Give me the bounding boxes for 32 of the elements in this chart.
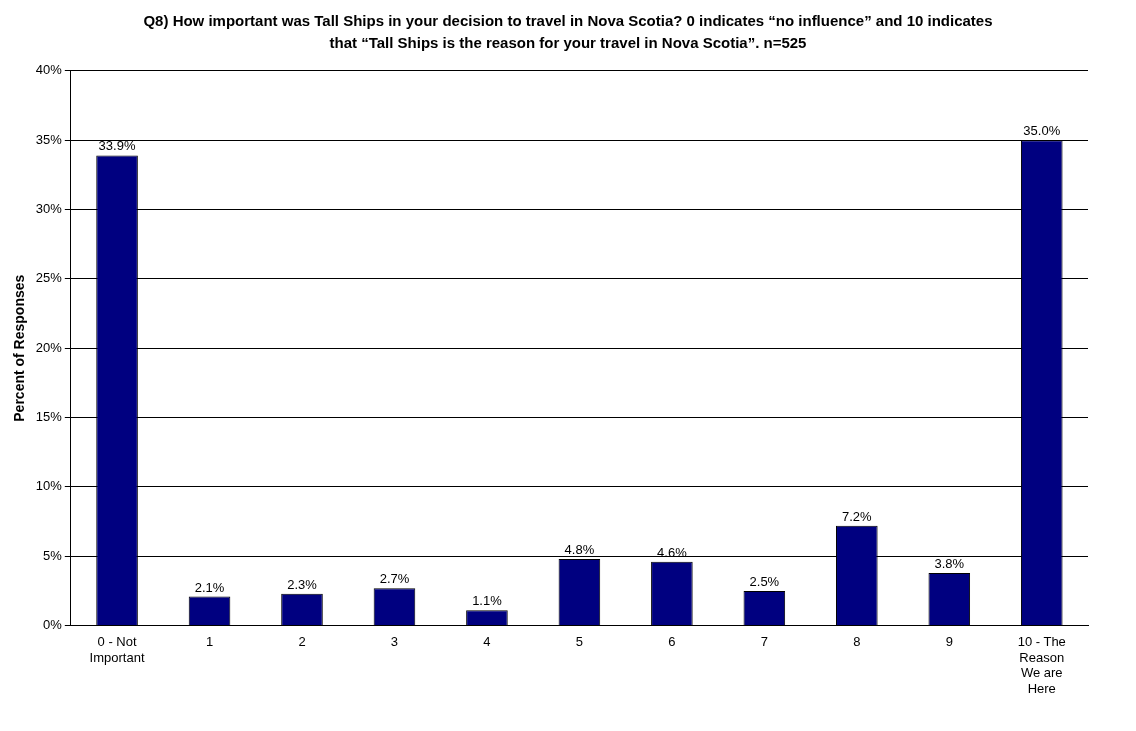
y-tick-label: 0%: [43, 617, 63, 633]
x-tick-label: 0 - Not Important: [89, 633, 145, 665]
data-label: 2.5%: [749, 574, 780, 589]
x-tick-label: 3: [390, 633, 399, 649]
y-tick-label: 35%: [35, 131, 63, 147]
y-tick-label: 5%: [43, 547, 63, 563]
x-tick-label: 9: [945, 633, 953, 649]
x-tick-label: 4: [483, 633, 491, 649]
x-tick-label: 2: [298, 633, 306, 649]
data-label: 3.8%: [934, 555, 965, 571]
x-tick-label: 10 - The Reason We are Here: [1017, 633, 1066, 696]
data-label: 7.2%: [842, 508, 873, 524]
x-tick-label: 5: [575, 633, 584, 649]
x-tick-label: 7: [760, 633, 768, 649]
data-label: 33.9%: [98, 138, 136, 154]
data-label: 4.8%: [564, 542, 595, 558]
x-tick-label: 1: [205, 633, 214, 649]
y-tick-label: 40%: [35, 62, 63, 78]
data-label: 35.0%: [1023, 123, 1061, 139]
chart-title: Q8) How important was Tall Ships in your decision to travel in Nova Scotia? 0 indicates “no influence” and 10 indicates that “Tall Ships is the reason for your travel in Nova Scotia”. n=525: [142, 11, 994, 53]
data-label: 2.3%: [287, 576, 318, 592]
y-axis-title: Percent of Responses: [11, 274, 28, 422]
data-label: 2.1%: [194, 579, 225, 595]
y-tick-label: 25%: [35, 270, 63, 286]
y-tick-label: 30%: [35, 201, 63, 217]
y-tick-label: 15%: [35, 409, 63, 425]
x-tick-label: 8: [853, 633, 861, 649]
data-label: 1.1%: [472, 593, 503, 609]
x-tick-label: 6: [668, 633, 676, 649]
data-label: 2.7%: [379, 571, 410, 587]
y-tick-label: 20%: [35, 339, 63, 355]
y-tick-label: 10%: [35, 478, 63, 494]
